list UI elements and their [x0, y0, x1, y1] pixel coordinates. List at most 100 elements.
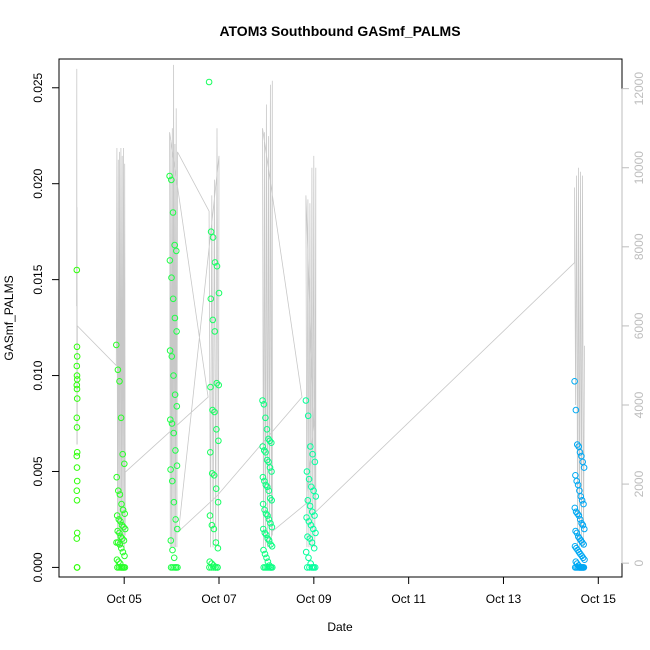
- data-point: [302, 397, 310, 404]
- data-point: [116, 378, 123, 385]
- data-point: [121, 510, 128, 518]
- data-point: [265, 487, 273, 495]
- data-point: [120, 537, 128, 544]
- data-point: [73, 464, 81, 471]
- data-point: [212, 564, 219, 571]
- data-point: [205, 78, 213, 86]
- data-point: [580, 464, 588, 471]
- data-point: [167, 416, 174, 424]
- data-point: [303, 468, 311, 475]
- data-point: [212, 539, 220, 546]
- data-point: [170, 372, 177, 379]
- data-point: [303, 564, 311, 571]
- data-point: [308, 564, 316, 571]
- y-tick-label: 0.015: [31, 264, 45, 294]
- y-axis-left: 0.000 0.005 0.010 0.015 0.020 0.025: [31, 72, 60, 582]
- data-point: [268, 497, 276, 504]
- data-point: [308, 539, 316, 546]
- data-point: [73, 362, 81, 370]
- data-point: [121, 552, 128, 560]
- y2-tick-label: 10000: [632, 151, 646, 185]
- data-point: [264, 535, 272, 542]
- data-point: [267, 564, 275, 571]
- altitude-trace-line: [76, 64, 585, 548]
- data-point: [73, 449, 81, 456]
- data-point: [266, 464, 274, 471]
- data-point: [571, 504, 579, 512]
- data-point: [261, 477, 268, 485]
- data-point: [119, 548, 127, 556]
- data-point: [168, 176, 175, 184]
- data-point: [574, 441, 581, 448]
- data-point: [121, 460, 128, 468]
- data-point: [168, 420, 176, 427]
- data-point: [580, 500, 587, 508]
- data-point: [73, 372, 81, 379]
- data-point: [167, 537, 175, 544]
- data-point: [210, 564, 217, 571]
- data-point: [209, 234, 217, 241]
- data-point: [259, 443, 267, 450]
- data-point: [575, 512, 583, 519]
- data-point: [172, 564, 180, 571]
- data-point: [113, 473, 120, 481]
- data-point: [209, 316, 217, 324]
- data-point: [121, 525, 129, 533]
- data-point: [119, 450, 126, 458]
- altitude-trace-layer: [76, 64, 585, 548]
- data-point: [262, 414, 269, 422]
- data-points-layer: [73, 78, 588, 571]
- data-point: [213, 262, 221, 270]
- data-point: [262, 449, 269, 456]
- data-point: [209, 406, 216, 414]
- y2-tick-label: 2000: [632, 470, 646, 497]
- data-point: [306, 502, 314, 510]
- data-point: [578, 520, 585, 527]
- x-axis: Oct 05 Oct 07 Oct 09 Oct 11 Oct 13 Oct 15: [107, 576, 616, 606]
- y-axis-label: GASmf_PALMS: [2, 275, 16, 360]
- data-point: [214, 564, 221, 571]
- data-point: [261, 550, 269, 558]
- data-point: [262, 481, 270, 489]
- data-point: [263, 456, 271, 464]
- data-point: [310, 564, 318, 571]
- data-point: [207, 295, 215, 303]
- data-point: [268, 468, 275, 475]
- data-point: [170, 554, 178, 562]
- data-point: [210, 472, 218, 479]
- data-point: [73, 452, 81, 460]
- data-point: [214, 544, 222, 552]
- data-point: [265, 537, 273, 544]
- y2-tick-label: 0: [632, 560, 646, 567]
- data-point: [268, 439, 275, 447]
- data-point: [572, 406, 580, 414]
- data-point: [305, 554, 312, 562]
- data-point: [116, 491, 124, 498]
- data-point: [173, 462, 181, 470]
- data-point: [268, 523, 276, 531]
- y-axis-right: 0 2000 4000 6000 8000 10000 12000: [621, 72, 646, 567]
- y2-tick-label: 6000: [632, 312, 646, 339]
- y-tick-label: 0.025: [31, 72, 45, 102]
- data-point: [171, 391, 179, 399]
- data-point: [571, 378, 578, 385]
- data-point: [171, 314, 179, 322]
- data-point: [581, 556, 588, 564]
- data-point: [263, 554, 270, 562]
- x-tick-label: Oct 07: [201, 592, 237, 606]
- data-point: [171, 241, 178, 249]
- data-point: [268, 543, 276, 550]
- data-point: [304, 412, 312, 420]
- data-point: [215, 437, 222, 445]
- data-point: [113, 512, 121, 519]
- x-tick-label: Oct 13: [486, 592, 522, 606]
- data-point: [115, 487, 122, 495]
- data-point: [116, 541, 123, 548]
- data-point: [73, 487, 81, 495]
- plot-frame: [58, 58, 623, 578]
- data-point: [212, 485, 220, 493]
- data-point: [304, 497, 312, 504]
- data-point: [206, 512, 214, 519]
- data-point: [211, 328, 219, 335]
- data-point: [119, 506, 127, 514]
